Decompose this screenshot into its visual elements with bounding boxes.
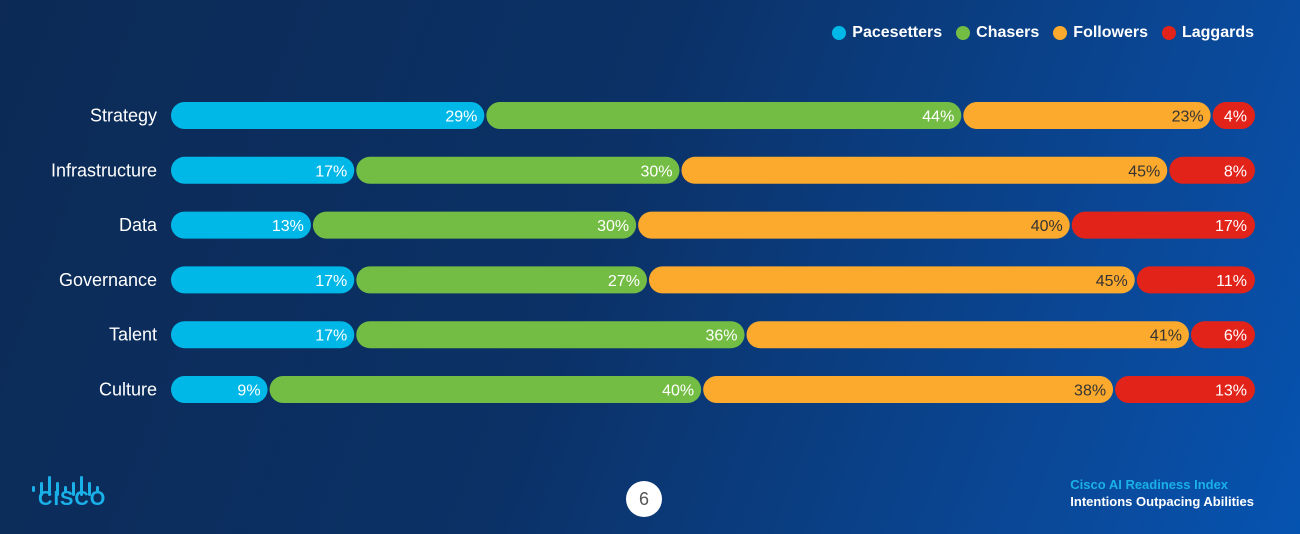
value-label-strategy-followers: 23% (1172, 109, 1204, 126)
legend-label-followers: Followers (1073, 24, 1148, 41)
bar-segment-culture-followers (703, 376, 1114, 403)
value-label-data-followers: 40% (1031, 218, 1063, 235)
legend-label-laggards: Laggards (1181, 24, 1254, 41)
bar-segment-culture-laggards (1115, 376, 1255, 403)
bar-segment-talent-pacesetters (171, 321, 355, 349)
value-label-talent-chasers: 36% (705, 328, 737, 345)
value-label-infrastructure-followers: 45% (1128, 163, 1160, 180)
bar-segment-governance-pacesetters (171, 266, 355, 294)
bar-segment-infrastructure-laggards (1169, 156, 1255, 184)
bar-segment-infrastructure-pacesetters (171, 156, 355, 184)
bar-segment-strategy-chasers (486, 102, 962, 129)
report-title: Cisco AI Readiness Index (1070, 477, 1229, 492)
legend-dot-pacesetters (832, 26, 847, 40)
legend-dot-followers (1053, 26, 1068, 40)
bar-segment-governance-chasers (356, 266, 647, 294)
bar-segment-data-followers (638, 211, 1070, 239)
value-label-strategy-laggards: 4% (1224, 109, 1247, 126)
bar-segment-governance-followers (648, 266, 1135, 294)
report-footer: Cisco AI Readiness Index Intentions Outp… (1070, 476, 1254, 510)
legend-item-pacesetters: Pacesetters (832, 24, 942, 42)
page-number: 6 (626, 481, 662, 517)
category-label-governance: Governance (59, 270, 157, 290)
value-label-strategy-chasers: 44% (922, 109, 954, 126)
value-label-talent-followers: 41% (1150, 328, 1182, 345)
value-label-infrastructure-chasers: 30% (640, 163, 672, 180)
cisco-logo-icon (32, 476, 99, 496)
legend-item-followers: Followers (1053, 24, 1148, 42)
value-label-data-chasers: 30% (597, 218, 629, 235)
value-label-culture-followers: 38% (1074, 383, 1106, 400)
value-label-culture-chasers: 40% (662, 383, 694, 400)
value-label-data-laggards: 17% (1215, 218, 1247, 235)
value-label-talent-laggards: 6% (1224, 328, 1247, 345)
bar-segment-strategy-laggards (1212, 102, 1255, 129)
value-label-culture-laggards: 13% (1215, 383, 1247, 400)
report-subtitle: Intentions Outpacing Abilities (1070, 494, 1254, 509)
bar-segment-infrastructure-followers (681, 156, 1168, 184)
bar-segment-data-laggards (1071, 211, 1255, 239)
legend-dot-chasers (956, 26, 971, 40)
value-label-strategy-pacesetters: 29% (445, 109, 477, 126)
bar-segment-governance-laggards (1136, 266, 1255, 294)
bar-segment-talent-chasers (356, 321, 745, 349)
stacked-bar-chart: Strategy 29% 44% 23% 4% Infrastructure 17% 30% 4… (51, 102, 1255, 403)
bar-segment-talent-laggards (1190, 321, 1255, 349)
bar-segment-infrastructure-chasers (356, 156, 680, 184)
legend-dot-laggards (1161, 26, 1176, 40)
legend-label-chasers: Chasers (976, 24, 1040, 41)
bar-segment-data-chasers (312, 211, 637, 239)
category-label-infrastructure: Infrastructure (51, 160, 157, 180)
category-label-talent: Talent (109, 325, 157, 345)
value-label-governance-laggards: 11% (1216, 273, 1247, 290)
bar-segment-talent-followers (746, 321, 1189, 349)
value-label-governance-pacesetters: 17% (315, 273, 347, 290)
value-label-governance-chasers: 27% (608, 273, 640, 290)
legend-label-pacesetters: Pacesetters (852, 24, 943, 41)
legend-item-laggards: Laggards (1161, 24, 1254, 42)
value-label-infrastructure-pacesetters: 17% (315, 163, 347, 180)
bar-segment-culture-chasers (269, 376, 702, 403)
category-label-culture: Culture (99, 380, 157, 400)
category-label-data: Data (119, 215, 158, 235)
bar-segment-culture-pacesetters (171, 376, 268, 403)
bar-segment-strategy-pacesetters (171, 102, 485, 129)
value-label-talent-pacesetters: 17% (315, 328, 347, 345)
cisco-logo-text: CISCO (38, 488, 107, 510)
bar-segment-data-pacesetters (171, 211, 311, 239)
value-label-governance-followers: 45% (1096, 273, 1128, 290)
legend-item-chasers: Chasers (956, 24, 1039, 42)
value-label-data-pacesetters: 13% (272, 218, 304, 235)
chart-legend: Pacesetters Chasers Followers Laggards (832, 22, 1254, 44)
value-label-infrastructure-laggards: 8% (1224, 163, 1247, 180)
value-label-culture-pacesetters: 9% (237, 383, 260, 400)
category-label-strategy: Strategy (90, 106, 157, 126)
bar-segment-strategy-followers (963, 102, 1211, 129)
